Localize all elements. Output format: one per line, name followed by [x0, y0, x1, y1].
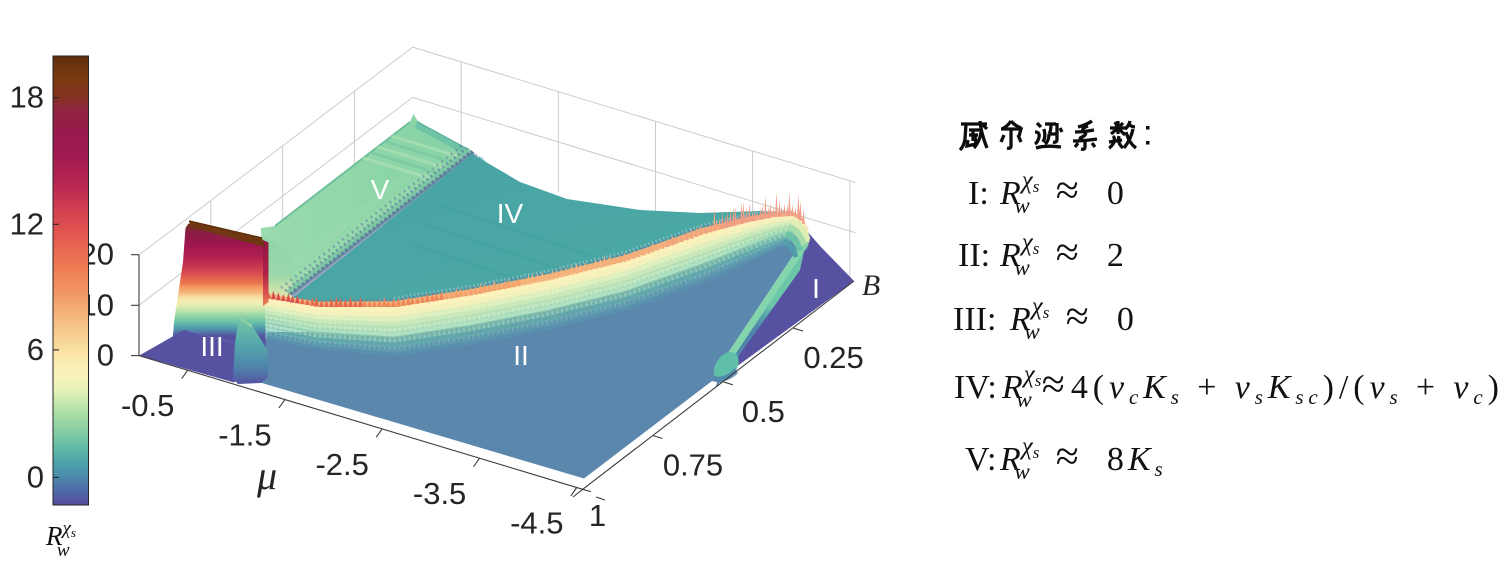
svg-text:B: B [862, 269, 880, 302]
svg-text:II:: II: [958, 237, 990, 274]
svg-text:18: 18 [10, 80, 44, 115]
svg-text:0: 0 [97, 338, 114, 373]
svg-text:IV:: IV: [954, 369, 997, 406]
svg-text:V: V [371, 174, 390, 205]
svg-text:I:: I: [968, 175, 989, 212]
svg-text:I: I [812, 273, 820, 304]
svg-text:-4.5: -4.5 [510, 506, 563, 541]
svg-text:III: III [200, 331, 223, 362]
svg-text:-2.5: -2.5 [315, 447, 368, 482]
svg-text:1: 1 [589, 498, 606, 533]
svg-text:12: 12 [10, 206, 44, 241]
svg-text:0.25: 0.25 [803, 340, 863, 375]
svg-text:0.5: 0.5 [742, 394, 785, 429]
svg-text:IV: IV [497, 198, 524, 229]
svg-text:0.75: 0.75 [663, 448, 723, 483]
svg-text:-3.5: -3.5 [413, 476, 466, 511]
svg-text:III:: III: [953, 301, 996, 338]
svg-text:6: 6 [27, 332, 44, 367]
svg-text:II: II [513, 340, 529, 371]
svg-text:-0.5: -0.5 [121, 388, 174, 423]
svg-text:μ: μ [256, 453, 277, 498]
svg-text:V:: V: [965, 441, 996, 478]
svg-text:-1.5: -1.5 [218, 418, 271, 453]
svg-text:0: 0 [27, 459, 44, 494]
